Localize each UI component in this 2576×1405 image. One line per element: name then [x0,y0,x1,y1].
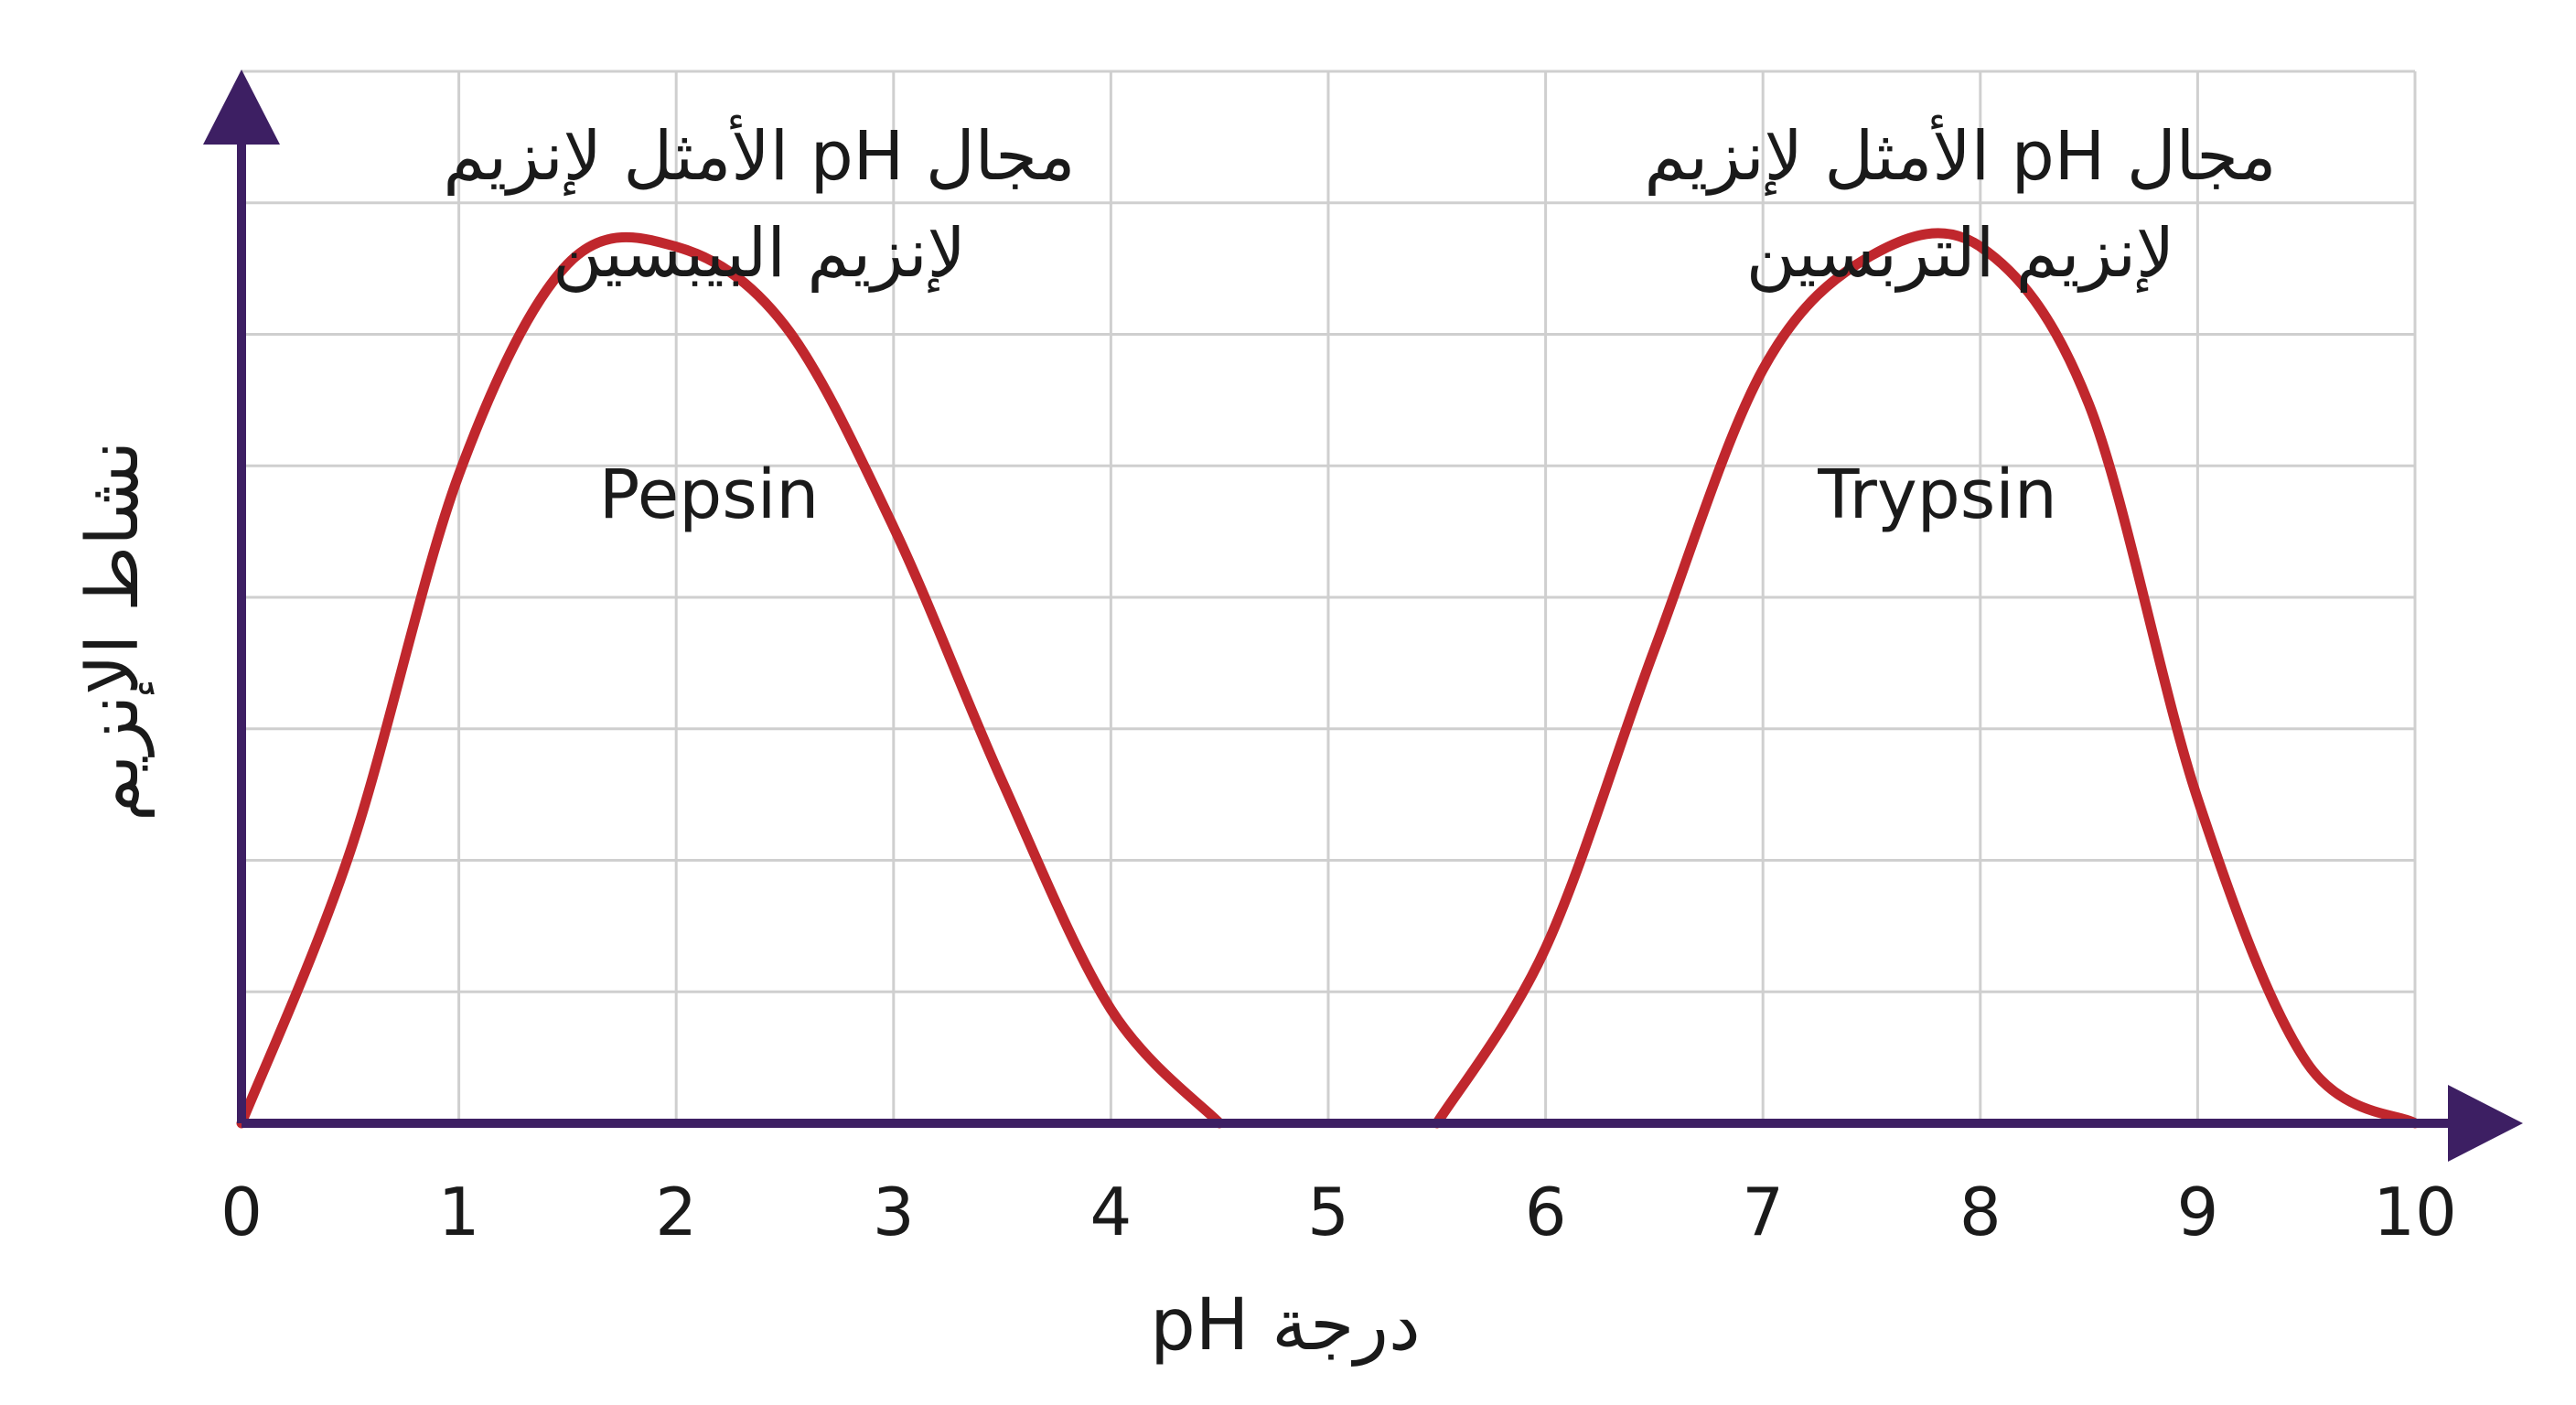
x-tick-label: 2 [655,1174,697,1250]
x-tick-label: 4 [1089,1174,1132,1250]
y-axis-title: نشاط الإنزيم [72,441,156,822]
x-axis-arrow-head [2448,1085,2523,1162]
annotation-pepsin-line-2: لإنزيم البيبسين [553,214,966,293]
x-tick-label: 0 [220,1174,263,1250]
series-label-pepsin: Pepsin [599,456,820,534]
x-tick-labels: 0 1 2 3 4 5 6 7 8 9 10 [220,1174,2457,1250]
x-tick-label: 9 [2176,1174,2218,1250]
x-tick-label: 5 [1307,1174,1349,1250]
labels: درجة pH نشاط الإنزيم Pepsin Trypsin مجال… [72,114,2277,1367]
curve-trypsin [1432,228,2420,1129]
x-tick-label: 7 [1742,1174,1784,1250]
axes [203,70,2523,1162]
curve-pepsin [236,231,1225,1129]
y-axis-arrow-head [203,70,280,145]
annotation-trypsin-line-2: لإنزيم التربسين [1746,214,2175,293]
series-label-trypsin: Trypsin [1817,456,2057,534]
x-tick-label: 1 [438,1174,480,1250]
annotation-pepsin-line-1: مجال pH الأمثل لإنزيم [443,114,1075,196]
x-tick-label: 3 [873,1174,915,1250]
annotation-trypsin-line-1: مجال pH الأمثل لإنزيم [1644,114,2276,196]
curves [236,228,2420,1129]
x-axis-title: درجة pH [1150,1284,1420,1367]
grid [240,70,2417,1123]
x-tick-label: 6 [1525,1174,1567,1250]
x-tick-label: 10 [2373,1174,2457,1250]
x-tick-label: 8 [1959,1174,2002,1250]
